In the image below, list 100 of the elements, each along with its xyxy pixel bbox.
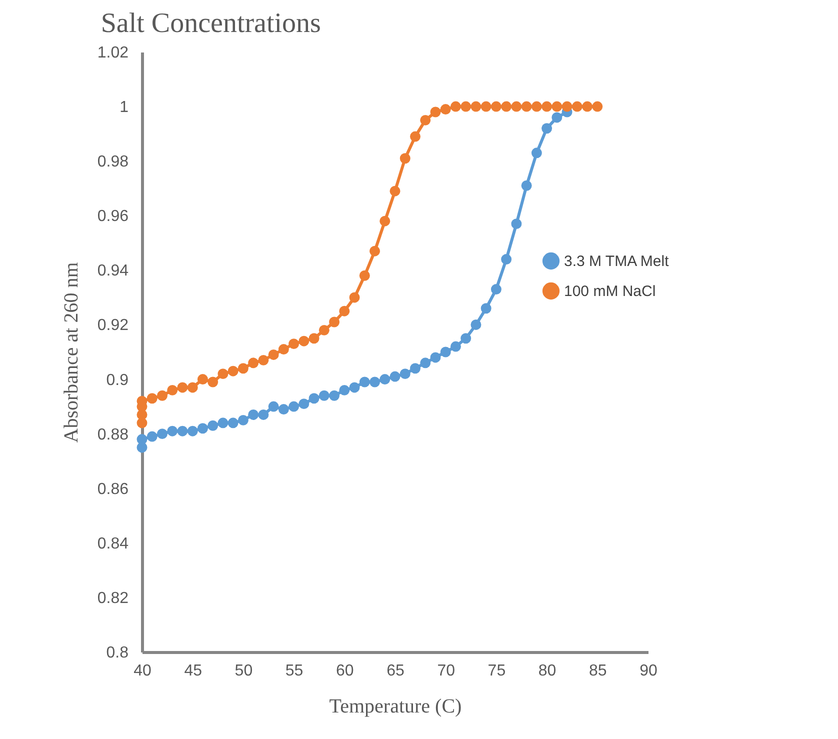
point <box>450 101 461 112</box>
point <box>490 284 502 295</box>
point <box>531 148 542 158</box>
point <box>390 186 400 196</box>
point <box>136 434 148 445</box>
point <box>146 393 158 404</box>
point <box>228 366 238 376</box>
point <box>167 426 178 436</box>
point <box>278 344 289 355</box>
point <box>511 101 522 112</box>
point <box>208 376 218 388</box>
point <box>410 363 420 374</box>
point <box>329 390 340 401</box>
point <box>470 101 482 112</box>
point <box>440 346 451 358</box>
point <box>521 101 532 112</box>
point <box>542 101 552 112</box>
point <box>288 401 300 412</box>
point <box>430 106 441 118</box>
point <box>339 384 350 396</box>
point <box>167 384 178 396</box>
point <box>460 101 472 112</box>
point <box>238 363 248 374</box>
point <box>146 431 158 442</box>
point <box>480 101 492 112</box>
point <box>480 303 492 314</box>
point <box>349 292 360 303</box>
point <box>390 371 400 382</box>
y-tick-label: 0.98 <box>97 154 129 171</box>
point <box>208 420 218 431</box>
point <box>248 358 259 368</box>
point <box>268 401 279 412</box>
point <box>552 101 562 112</box>
x-tick-label: 60 <box>336 662 354 680</box>
point <box>380 374 390 385</box>
legend-label: 100 mM NaCl <box>564 283 656 300</box>
x-tick-label: 90 <box>640 662 658 680</box>
point <box>531 101 542 112</box>
point <box>248 409 259 420</box>
y-tick-label: 0.8 <box>106 644 129 662</box>
point <box>359 376 370 388</box>
y-tick-label: 0.94 <box>97 262 129 280</box>
point <box>228 418 238 428</box>
point <box>197 423 208 434</box>
y-tick-label: 0.96 <box>97 208 129 226</box>
point <box>490 101 502 112</box>
y-tick-label: 0.86 <box>97 480 129 498</box>
point <box>380 216 390 226</box>
point <box>177 426 188 436</box>
point <box>238 414 248 426</box>
point <box>218 368 228 380</box>
point <box>572 101 582 112</box>
y-axis-title: Absorbance at 260 nm <box>60 262 82 443</box>
point <box>592 101 603 112</box>
point <box>187 382 198 393</box>
point <box>177 382 188 393</box>
point <box>288 338 300 350</box>
point <box>370 376 380 388</box>
point <box>329 316 340 328</box>
point <box>450 341 461 352</box>
x-axis-title: Temperature (C) <box>329 696 462 718</box>
legend-label: 3.3 M TMA Melt <box>564 253 670 270</box>
point <box>349 382 360 393</box>
y-tick-label: 0.88 <box>97 426 129 444</box>
point <box>339 306 350 316</box>
point <box>420 114 431 126</box>
point <box>156 428 168 440</box>
x-tick-label: 70 <box>437 662 456 680</box>
point <box>501 254 512 265</box>
x-tick-label: 85 <box>589 662 607 680</box>
point <box>258 409 269 420</box>
y-tick-label: 0.82 <box>97 590 129 607</box>
point <box>218 418 228 428</box>
point <box>542 123 552 134</box>
point <box>258 354 269 366</box>
point <box>268 349 279 360</box>
point <box>400 153 410 164</box>
point <box>156 390 168 401</box>
point <box>197 374 208 385</box>
point <box>501 101 512 112</box>
point <box>552 112 562 123</box>
point <box>359 270 370 281</box>
point <box>400 368 410 380</box>
point <box>187 426 198 436</box>
point <box>298 398 310 410</box>
point <box>308 333 320 344</box>
x-tick-label: 65 <box>386 662 404 680</box>
point <box>460 333 472 344</box>
point <box>470 319 482 330</box>
point <box>420 358 431 368</box>
point <box>521 180 532 191</box>
point <box>511 218 522 230</box>
point <box>308 393 320 404</box>
y-tick-label: 0.9 <box>106 372 129 389</box>
point <box>430 352 441 363</box>
point <box>318 324 330 336</box>
x-tick-label: 40 <box>134 662 152 680</box>
point <box>298 336 310 346</box>
y-tick-label: 1 <box>120 99 129 116</box>
x-tick-label: 50 <box>234 662 253 680</box>
